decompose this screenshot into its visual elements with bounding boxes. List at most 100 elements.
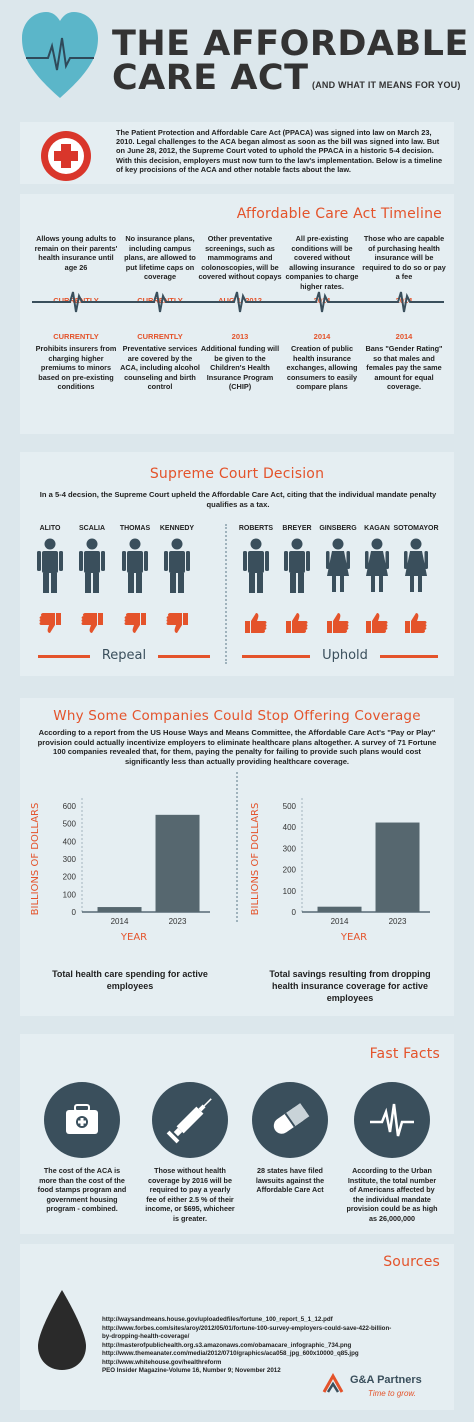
justice-name: KAGAN [364,525,390,532]
justice-figure [323,538,353,599]
justice-name: ALITO [39,525,61,532]
timeline-bottom-text: Additional funding will be given to the … [200,344,280,391]
y-tick-label: 500 [283,802,297,811]
source-link[interactable]: http://masterofpublichealth.org.s3.amazo… [102,1341,352,1349]
sources-title: Sources [383,1254,440,1270]
brand-logo-icon [322,1372,344,1393]
timeline-top-label: AUG 1, 2012 [218,296,262,305]
y-tick-label: 300 [283,844,297,853]
facts-title: Fast Facts [369,1046,440,1062]
timeline-bottom-label: 2014 [313,332,331,341]
bar-chart: 500 400 300 200 100 0 2014 2023 BILLIONS OF DOLL… [246,794,446,1014]
bar [97,907,142,912]
timeline-top-text: Allows young adults to remain on their p… [34,234,118,272]
uphold-label: Uphold [322,648,368,663]
man-icon [164,538,190,593]
y-tick-label: 100 [63,890,77,899]
heartbeat-icon [354,1082,430,1158]
justice-figure [282,538,312,599]
repeal-line-right [158,655,210,658]
brand-name: G&A Partners [350,1374,422,1386]
y-tick-label: 200 [283,866,297,875]
fact-text: 28 states have filed lawsuits against th… [255,1166,325,1194]
justice-figure [77,538,107,599]
timeline-bottom-text: Prohibits insurers from charging higher … [35,344,117,391]
y-tick-label: 500 [63,820,77,829]
y-tick-label: 300 [63,855,77,864]
fact-text: Those without health coverage by 2016 wi… [145,1166,235,1223]
justice-name: BREYER [282,525,312,532]
thumbs-down-icon [123,612,147,639]
man-icon [284,538,310,593]
y-tick-label: 100 [283,887,297,896]
uphold-line-right [380,655,438,658]
page-title-line2: CARE ACT [112,58,309,98]
intro-text: The Patient Protection and Affordable Ca… [116,128,443,174]
court-divider [225,524,227,664]
justice-figure [401,538,431,599]
heart-heartbeat-icon [22,12,98,98]
x-tick-label: 2023 [389,917,407,926]
timeline-top-label: 2014 [395,296,413,305]
justice-name: SOTOMAYOR [393,525,439,532]
chart-caption: Total savings resulting from dropping he… [269,969,431,1003]
x-tick-label: 2023 [169,917,187,926]
pill-icon [252,1082,328,1158]
chart-divider [236,772,238,922]
repeal-label: Repeal [101,648,147,663]
justice-figure [162,538,192,599]
facts-section: Fast Facts The cost of the ACA is more t… [20,1034,454,1234]
timeline-bottom-label: CURRENTLY [137,332,183,341]
oil-drop-icon [38,1290,86,1370]
timeline-top-label: CURRENTLY [53,296,99,305]
timeline-section: Affordable Care Act Timeline Allows youn… [20,194,454,434]
page-subtitle: (AND WHAT IT MEANS FOR YOU) [312,80,461,90]
source-link[interactable]: by-dropping-health-coverage/ [102,1333,190,1340]
thumbs-down-icon [80,612,104,639]
source-link[interactable]: http://www.forbes.com/sites/aroy/2012/05… [102,1324,392,1332]
y-tick-label: 0 [292,908,297,917]
timeline-title: Affordable Care Act Timeline [236,206,442,222]
thumbs-up-icon [365,612,389,639]
page-title-line1: THE AFFORDABLE [112,24,469,64]
thumbs-down-icon [165,612,189,639]
bar [317,906,362,912]
justice-figure [35,538,65,599]
bar [155,814,200,912]
man-icon [243,538,269,593]
source-link[interactable]: http://www.whitehouse.gov/healthreform [102,1358,222,1366]
source-link[interactable]: http://www.themeanater.com/media/2012/07… [102,1350,359,1357]
sources-section: Sources http://waysandmeans.house.gov/up… [20,1244,454,1410]
timeline-top-text: Other preventative screenings, such as m… [198,234,282,281]
court-text: In a 5-4 decsion, the Supreme Court uphe… [39,490,437,509]
timeline-bottom-text: Preventative services are covered by the… [120,344,200,391]
justice-name: KENNEDY [159,525,195,532]
y-axis-label: BILLIONS OF DOLLARS [30,803,41,916]
source-link[interactable]: http://waysandmeans.house.gov/uploadedfi… [102,1316,333,1323]
syringe-icon [152,1082,228,1158]
fact-text: According to the Urban Institute, the to… [346,1166,438,1223]
chart-caption: Total health care spending for active em… [52,969,208,991]
bar [375,822,420,912]
woman-icon [365,538,389,592]
y-axis-label: BILLIONS OF DOLLARS [250,803,261,916]
repeal-line-left [38,655,90,658]
man-icon [79,538,105,593]
header: THE AFFORDABLE CARE ACT (AND WHAT IT MEA… [0,0,474,112]
court-section: Supreme Court Decision In a 5-4 decsion,… [20,452,454,676]
court-title: Supreme Court Decision [149,466,325,482]
justice-name: GINSBERG [319,525,357,532]
thumbs-down-icon [38,612,62,639]
man-icon [122,538,148,593]
y-tick-label: 600 [63,802,77,811]
justice-figure [362,538,392,599]
x-axis-label: YEAR [120,932,147,943]
justice-figure [241,538,271,599]
red-cross-icon [41,131,91,181]
thumbs-up-icon [244,612,268,639]
y-tick-label: 400 [283,823,297,832]
sources-list: http://waysandmeans.house.gov/uploadedfi… [102,1316,446,1376]
medical-bag-icon [44,1082,120,1158]
coverage-section: Why Some Companies Could Stop Offering C… [20,698,454,1016]
timeline-bottom-text: Bans "Gender Rating" so that males and f… [365,344,443,391]
